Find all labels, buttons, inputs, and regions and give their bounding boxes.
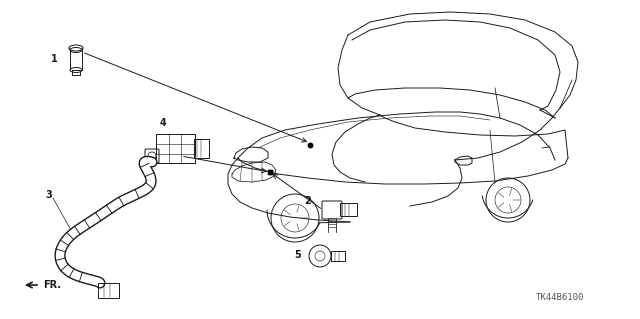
Text: 1: 1	[51, 54, 58, 64]
Text: TK44B6100: TK44B6100	[536, 293, 584, 302]
Text: 2: 2	[305, 196, 312, 206]
Text: 4: 4	[159, 118, 166, 128]
Text: 3: 3	[45, 190, 52, 200]
Text: 5: 5	[294, 250, 301, 260]
Text: FR.: FR.	[43, 280, 61, 290]
